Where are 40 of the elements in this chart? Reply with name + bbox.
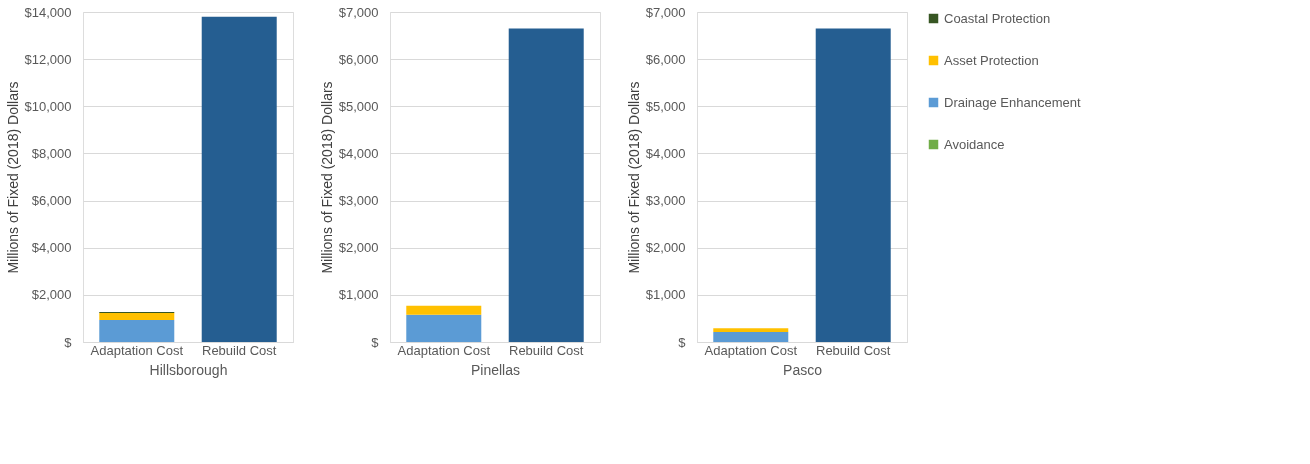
y-tick-label: $3,000 xyxy=(338,193,379,209)
y-tick-label: $2,000 xyxy=(645,240,686,256)
x-tick-label: Rebuild Cost xyxy=(202,342,277,358)
legend-label: Avoidance xyxy=(944,136,1005,152)
y-tick-label: $5,000 xyxy=(645,98,686,114)
y-tick-label: $ xyxy=(64,334,73,350)
y-tick-label: $4,000 xyxy=(338,145,379,161)
y-tick-label: $6,000 xyxy=(31,193,72,209)
x-tick-label: Rebuild Cost xyxy=(816,342,891,358)
y-tick-label: $1,000 xyxy=(645,287,686,303)
y-tick-label: $5,000 xyxy=(338,98,379,114)
y-tick-label: $4,000 xyxy=(645,145,686,161)
y-tick-label: $6,000 xyxy=(645,51,686,67)
y-tick-label: $10,000 xyxy=(24,98,72,114)
y-tick-label: $6,000 xyxy=(338,51,379,67)
y-tick-label: $ xyxy=(371,334,380,350)
y-axis-title: Millions of Fixed (2018) Dollars xyxy=(4,81,21,274)
x-axis-title: Pinellas xyxy=(470,361,521,378)
legend-label: Coastal Protection xyxy=(944,10,1051,26)
x-tick-label: Rebuild Cost xyxy=(509,342,584,358)
y-tick-label: $2,000 xyxy=(338,240,379,256)
y-tick-label: $7,000 xyxy=(338,4,379,20)
y-tick-label: $ xyxy=(678,334,687,350)
y-tick-label: $2,000 xyxy=(31,287,72,303)
x-tick-label: Adaptation Cost xyxy=(704,342,798,358)
x-tick-label: Adaptation Cost xyxy=(90,342,184,358)
y-axis-title: Millions of Fixed (2018) Dollars xyxy=(625,81,642,274)
x-axis-title: Hillsborough xyxy=(149,361,228,378)
y-tick-label: $8,000 xyxy=(31,145,72,161)
y-tick-label: $3,000 xyxy=(645,193,686,209)
y-tick-label: $1,000 xyxy=(338,287,379,303)
y-tick-label: $7,000 xyxy=(645,4,686,20)
legend-label: Drainage Enhancement xyxy=(944,94,1081,110)
x-tick-label: Adaptation Cost xyxy=(397,342,491,358)
legend-label: Asset Protection xyxy=(944,52,1039,68)
y-tick-label: $12,000 xyxy=(24,51,72,67)
y-tick-label: $4,000 xyxy=(31,240,72,256)
x-axis-title: Pasco xyxy=(783,361,823,378)
y-axis-title: Millions of Fixed (2018) Dollars xyxy=(318,81,335,274)
y-tick-label: $14,000 xyxy=(24,4,72,20)
